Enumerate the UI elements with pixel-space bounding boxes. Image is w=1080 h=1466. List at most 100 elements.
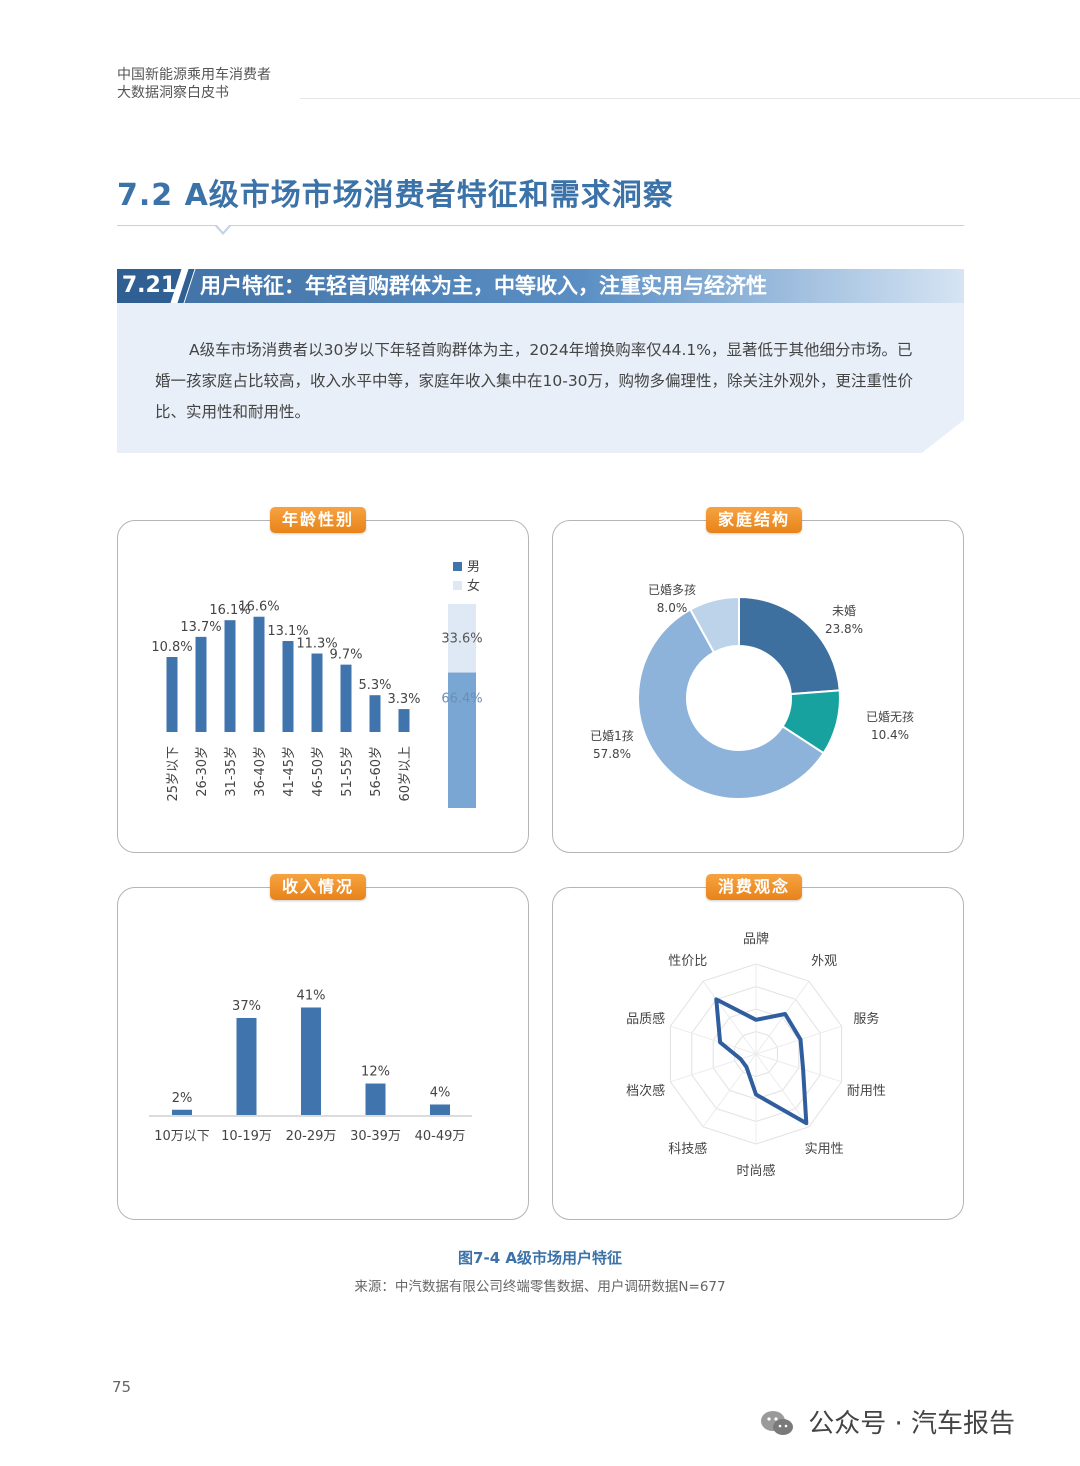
wechat-icon: [761, 1411, 793, 1435]
header-line-1: 中国新能源乘用车消费者: [117, 67, 271, 83]
watermark-text: 公众号 · 汽车报告: [808, 1409, 1016, 1439]
legend-swatch-female: [453, 581, 462, 590]
radar-axis-label: 品质感: [626, 1011, 665, 1027]
gender-male-label: 66.4%: [441, 692, 482, 707]
family-donut-chart: 未婚 23.8% 已婚无孩 10.4% 已婚1孩 57.8% 已婚多孩 8.0%: [590, 583, 914, 800]
radar-axis-label: 服务: [853, 1011, 879, 1027]
figure-caption: 图7-4 A级市场用户特征: [458, 1249, 622, 1267]
income-value-label: 4%: [430, 1086, 451, 1101]
income-value-label: 12%: [361, 1065, 390, 1080]
age-category-label: 51-55岁: [340, 746, 355, 797]
age-category-label: 46-50岁: [311, 746, 326, 797]
panel-title-family: 家庭结构: [706, 507, 803, 533]
income-bar: [430, 1104, 450, 1115]
age-value-label: 3.3%: [387, 692, 420, 707]
gender-stack: 33.6% 66.4%: [441, 604, 483, 808]
subsection-number: 7.21: [117, 269, 181, 303]
donut-labels: 未婚 23.8% 已婚无孩 10.4% 已婚1孩 57.8% 已婚多孩 8.0%: [590, 583, 914, 761]
income-value-label: 37%: [232, 999, 261, 1014]
age-gender-chart: 10.8% 13.7% 16.1%16.6% 13.1%11.3%9.7% 5.3%3.…: [151, 560, 483, 808]
age-value-labels: 10.8% 13.7% 16.1%16.6% 13.1%11.3%9.7% 5.3%3.…: [151, 600, 420, 707]
radar-axis-label: 实用性: [805, 1142, 844, 1157]
age-category-label: 56-60岁: [369, 746, 384, 797]
section-rule-notch-inner: [216, 224, 230, 232]
section-title: 7.2 A级市场市场消费者特征和需求洞察: [117, 178, 674, 213]
income-bars: [172, 1007, 450, 1115]
income-bar: [172, 1109, 192, 1115]
legend-swatch-male: [453, 562, 462, 571]
document-header: 中国新能源乘用车消费者 大数据洞察白皮书: [117, 66, 271, 102]
income-category-label: 10-19万: [221, 1129, 272, 1144]
age-category-label: 31-35岁: [224, 746, 239, 797]
radar-spoke: [702, 1053, 757, 1128]
age-category-labels: 25岁以下 26-30岁 31-35岁 36-40岁 41-45岁 46-50岁 51-55…: [166, 746, 413, 802]
age-value-label: 13.1%: [267, 624, 308, 639]
age-category-label: 41-45岁: [282, 746, 297, 797]
gender-bar-male: [448, 672, 476, 808]
age-value-label: 16.1%: [209, 603, 250, 618]
radar-axis-label: 科技感: [668, 1141, 707, 1157]
radar-axis-label: 时尚感: [736, 1163, 775, 1179]
page-number: 75: [112, 1378, 132, 1396]
age-value-label: 9.7%: [329, 648, 362, 663]
slice-label-name: 未婚: [832, 604, 856, 618]
income-bar: [236, 1017, 257, 1115]
age-value-label: 10.8%: [151, 640, 192, 655]
gender-female-label: 33.6%: [441, 631, 482, 646]
age-value-label: 11.3%: [296, 637, 337, 652]
slice-label-value: 57.8%: [593, 747, 631, 761]
age-value-label: 5.3%: [358, 678, 391, 693]
donut-slices: [637, 595, 841, 800]
age-category-label: 26-30岁: [195, 746, 210, 797]
income-category-label: 30-39万: [350, 1129, 401, 1144]
radar-spoke: [755, 980, 810, 1055]
income-value-labels: 2% 37% 41% 12% 4%: [172, 988, 451, 1105]
age-bar: [166, 657, 178, 732]
radar-axis-label: 品牌: [743, 931, 769, 947]
age-value-label: 16.6%: [238, 600, 279, 615]
radar-axis-label: 性价比: [668, 954, 707, 969]
header-divider: [300, 98, 1080, 99]
income-category-label: 10万以下: [154, 1129, 210, 1144]
age-category-label: 25岁以下: [166, 746, 181, 802]
age-bar: [311, 653, 323, 732]
age-bar: [340, 664, 352, 732]
radar-series-line: [714, 997, 809, 1126]
income-value-label: 41%: [297, 988, 326, 1003]
age-bar: [253, 616, 265, 732]
income-bar: [365, 1083, 386, 1115]
radar-axis-label: 外观: [811, 954, 837, 969]
age-category-label: 36-40岁: [253, 746, 268, 797]
summary-box: [117, 303, 964, 453]
subsection-bar: [117, 269, 964, 303]
age-bar: [195, 636, 207, 732]
radar-axis-label: 耐用性: [847, 1084, 886, 1099]
radar-grid: [669, 963, 843, 1145]
header-line-2: 大数据洞察白皮书: [117, 85, 229, 101]
slice-label-value: 23.8%: [825, 622, 863, 636]
age-category-label: 60岁以上: [398, 746, 413, 802]
age-bar: [282, 641, 294, 732]
figure-source: 来源：中汽数据有限公司终端零售数据、用户调研数据N=677: [354, 1279, 726, 1295]
donut-slice: [738, 595, 841, 696]
radar-spoke: [755, 1053, 810, 1128]
radar-spoke: [670, 1025, 757, 1055]
section-rule: [117, 225, 964, 226]
income-category-label: 20-29万: [286, 1129, 337, 1144]
radar-spoke: [702, 980, 757, 1055]
slice-label-value: 8.0%: [657, 601, 688, 615]
summary-text: A级车市场消费者以30岁以下年轻首购群体为主，2024年增换购率仅44.1%，显…: [155, 341, 914, 421]
age-bar: [224, 620, 236, 732]
donut-slice: [637, 608, 825, 800]
income-bar: [301, 1007, 321, 1115]
gender-bar-female: [448, 604, 476, 673]
income-category-label: 40-49万: [415, 1129, 466, 1144]
donut-slice: [688, 595, 740, 654]
age-bars: [166, 616, 410, 732]
radar-axis-label: 档次感: [626, 1083, 665, 1099]
radar-spoke: [755, 1053, 842, 1083]
legend-label-male: 男: [467, 560, 480, 575]
subsection-title: 用户特征：年轻首购群体为主，中等收入，注重实用与经济性: [200, 274, 767, 298]
legend-label-female: 女: [467, 578, 480, 594]
